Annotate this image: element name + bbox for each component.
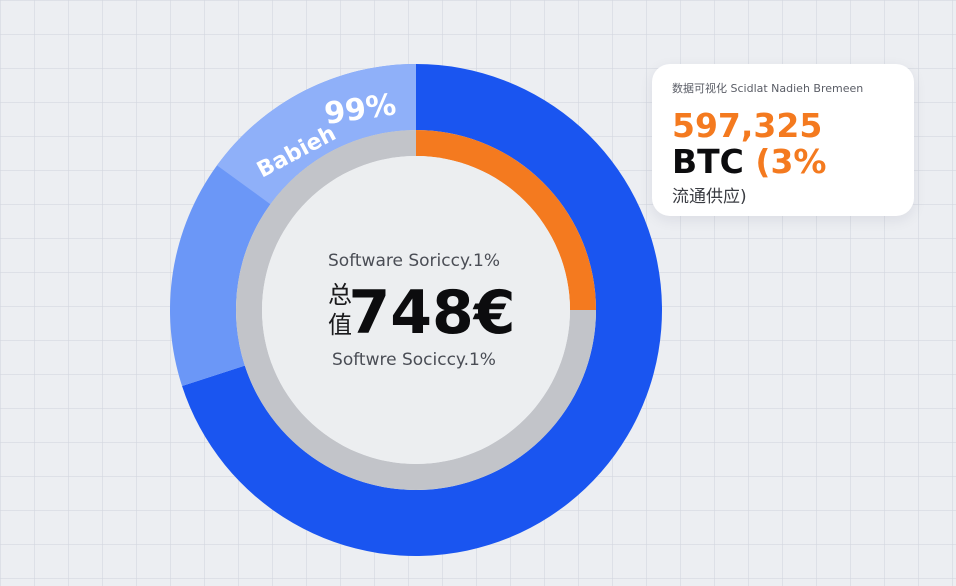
card-unit-line: BTC (3% [672,144,894,180]
card-unit: BTC [672,142,744,181]
center-cjk-line1: 总 [328,281,352,309]
supply-card: 数据可视化 Scidlat Nadieh Bremeen 597,325 BTC… [652,64,914,216]
center-value: 748€ [349,278,516,348]
inner-ring [236,130,596,490]
outer-ring [169,64,662,556]
card-subtitle: 流通供应) [672,187,747,207]
center-cjk-line2: 值 [328,311,352,339]
outer-ring-highlight [216,64,416,205]
inner-ring-slice-1 [416,130,596,310]
card-title: 数据可视化 Scidlat Nadieh Bremeen [672,82,864,95]
center-top-label: Software Soricсy.1% [328,251,500,271]
card-value: 597,325 [672,106,823,145]
card-percent: (3% [755,142,827,181]
outer-ring-slice-2 [169,64,416,387]
center-bottom-label: Softwre Socicсy.1% [332,350,496,370]
center-disc [262,156,570,464]
